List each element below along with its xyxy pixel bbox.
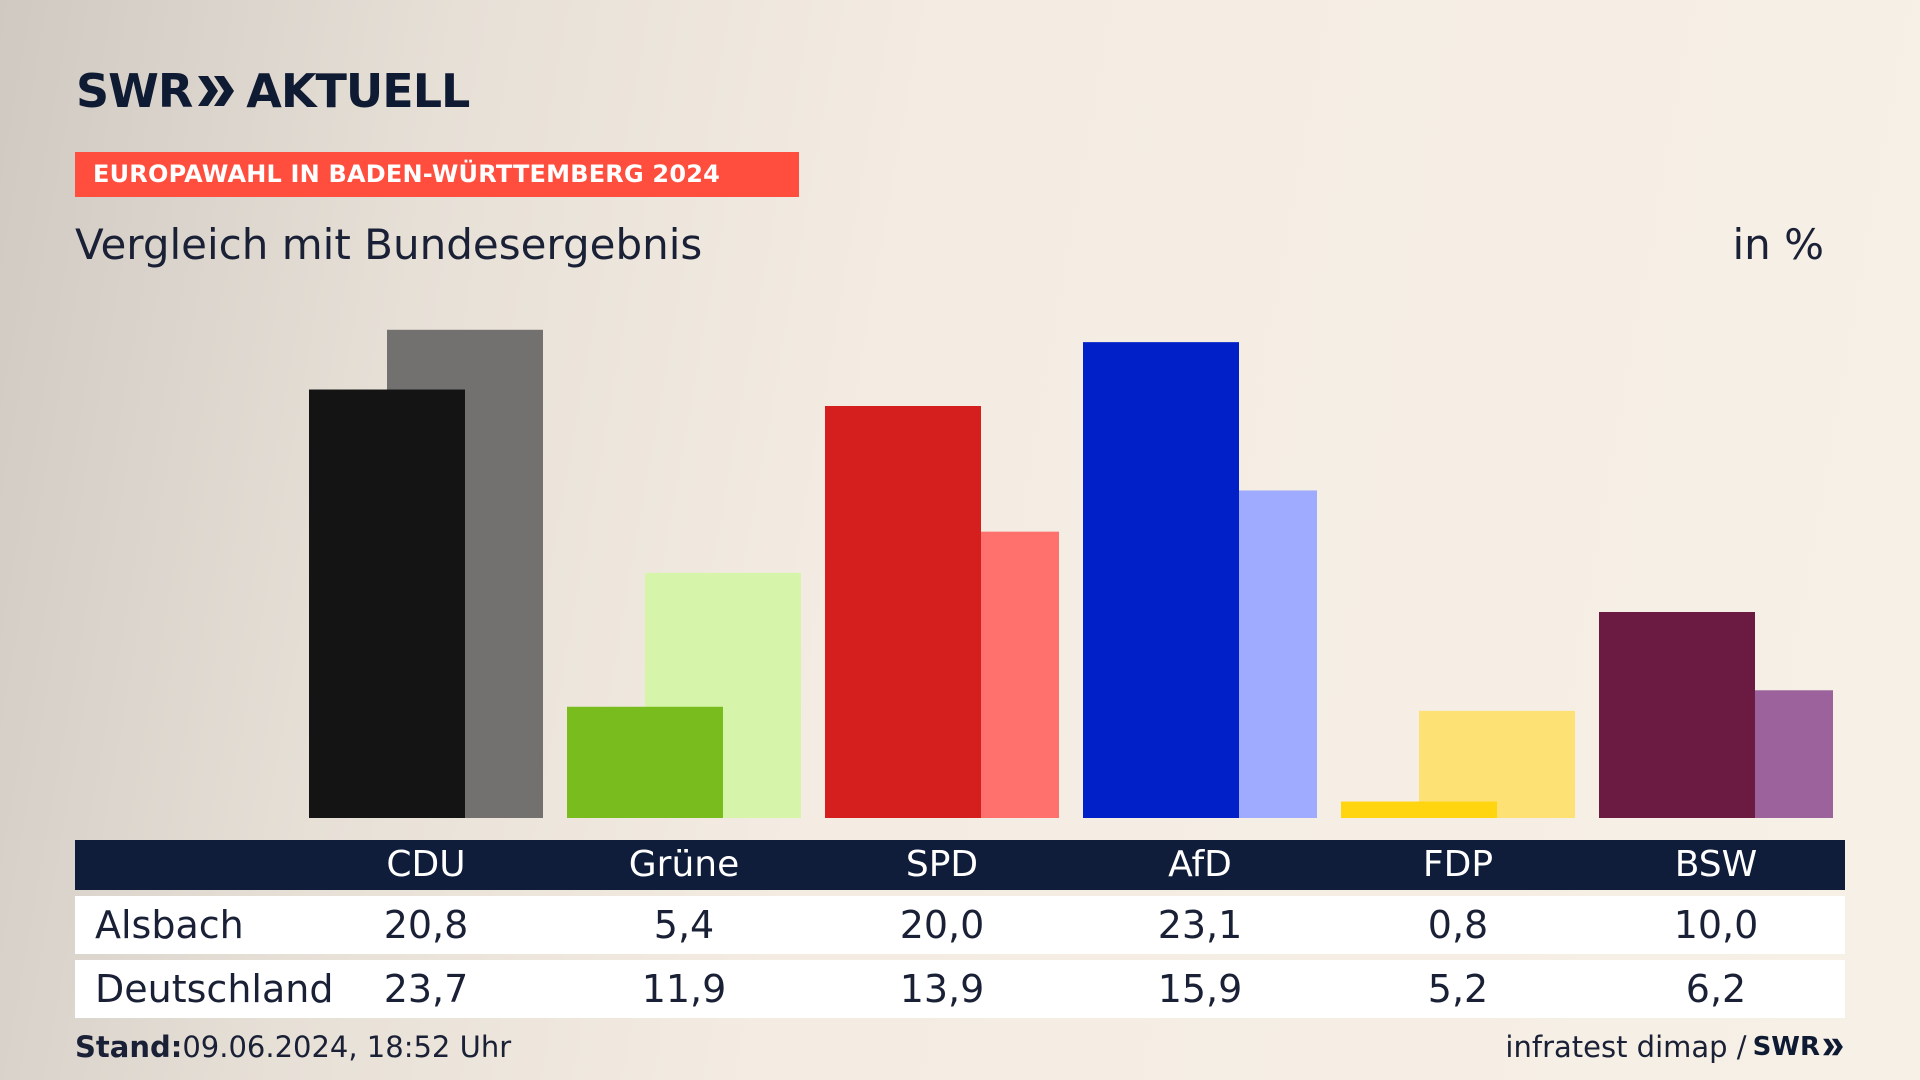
bar-alsbach-cdu (309, 389, 465, 818)
bar-alsbach-bsw (1599, 612, 1755, 818)
timestamp: Stand:09.06.2024, 18:52 Uhr (75, 1030, 511, 1064)
value-cell: 20,0 (899, 903, 985, 947)
value-cell: 11,9 (641, 967, 727, 1011)
unit-label: in % (1732, 220, 1824, 269)
chart-title: Vergleich mit Bundesergebnis (75, 220, 703, 269)
logo-swr-text: SWR (76, 64, 193, 118)
source-text: infratest dimap / (1505, 1030, 1747, 1064)
stand-label: Stand: (75, 1030, 183, 1064)
stand-value: 09.06.2024, 18:52 Uhr (182, 1030, 512, 1064)
table-row: Deutschland 23,7 11,9 13,9 15,9 5,2 6,2 (75, 960, 1845, 1018)
bar-alsbach-fdp (1341, 801, 1497, 818)
bar-deutschland-fdp (1419, 710, 1575, 818)
table-header-row: CDU Grüne SPD AfD FDP BSW (75, 840, 1845, 890)
row-label: Alsbach (95, 903, 244, 947)
value-cell: 13,9 (899, 967, 985, 1011)
double-chevron-icon (1823, 1038, 1843, 1056)
swr-mini-logo: SWR (1753, 1032, 1844, 1062)
party-header: Grüne (628, 844, 740, 885)
swr-aktuell-logo: SWR AKTUELL (76, 64, 470, 118)
bar-alsbach-spd (825, 406, 981, 818)
bar-chart (309, 329, 1833, 818)
value-cell: 5,2 (1427, 967, 1489, 1011)
mini-logo-text: SWR (1752, 1032, 1820, 1062)
logo-aktuell-text: AKTUELL (246, 64, 470, 118)
party-header: CDU (386, 844, 466, 885)
source-credit: infratest dimap / SWR (1505, 1030, 1844, 1064)
table-row: Alsbach 20,8 5,4 20,0 23,1 0,8 10,0 (75, 896, 1845, 954)
bar-alsbach-grüne (567, 706, 723, 818)
row-label: Deutschland (95, 967, 334, 1011)
value-cell: 20,8 (383, 903, 469, 947)
value-cell: 5,4 (653, 903, 715, 947)
party-header: FDP (1422, 844, 1494, 885)
value-cell: 23,1 (1157, 903, 1243, 947)
election-kicker: EUROPAWAHL IN BADEN-WÜRTTEMBERG 2024 (75, 152, 799, 197)
value-cell: 15,9 (1157, 967, 1243, 1011)
party-header: BSW (1674, 844, 1758, 885)
value-cell: 6,2 (1685, 967, 1747, 1011)
party-header: SPD (905, 844, 979, 885)
value-cell: 0,8 (1427, 903, 1489, 947)
value-cell: 10,0 (1673, 903, 1759, 947)
results-table: CDU Grüne SPD AfD FDP BSW Alsbach 20,8 5,4 20,0… (75, 840, 1845, 1018)
bar-alsbach-afd (1083, 342, 1239, 818)
party-header: AfD (1168, 844, 1232, 885)
value-cell: 23,7 (383, 967, 469, 1011)
double-chevron-icon (198, 76, 235, 106)
